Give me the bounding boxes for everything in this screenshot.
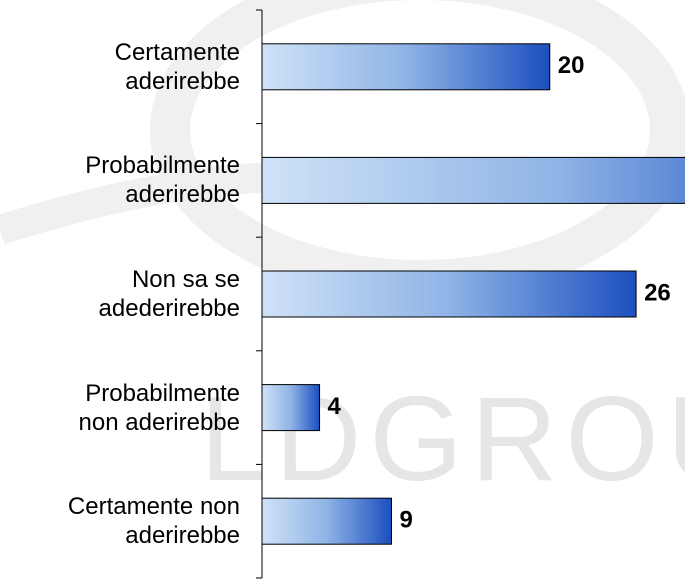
bar [261,384,321,432]
value-label: 26 [644,279,671,306]
value-label: 20 [558,52,585,79]
value-label: 9 [399,507,412,534]
value-label: 4 [328,393,342,420]
bar [261,43,551,91]
category-label: Probabilmente non aderirebbe [78,379,240,436]
watermark-shape [150,0,685,300]
category-label: Certamente non aderirebbe [67,493,240,550]
category-label: Probabilmente aderirebbe [85,152,240,209]
category-label: Certamente aderirebbe [114,38,240,95]
category-label: Non sa se adederirebbe [98,266,240,322]
bar [261,497,392,545]
bar [261,156,685,204]
bar [261,270,637,318]
